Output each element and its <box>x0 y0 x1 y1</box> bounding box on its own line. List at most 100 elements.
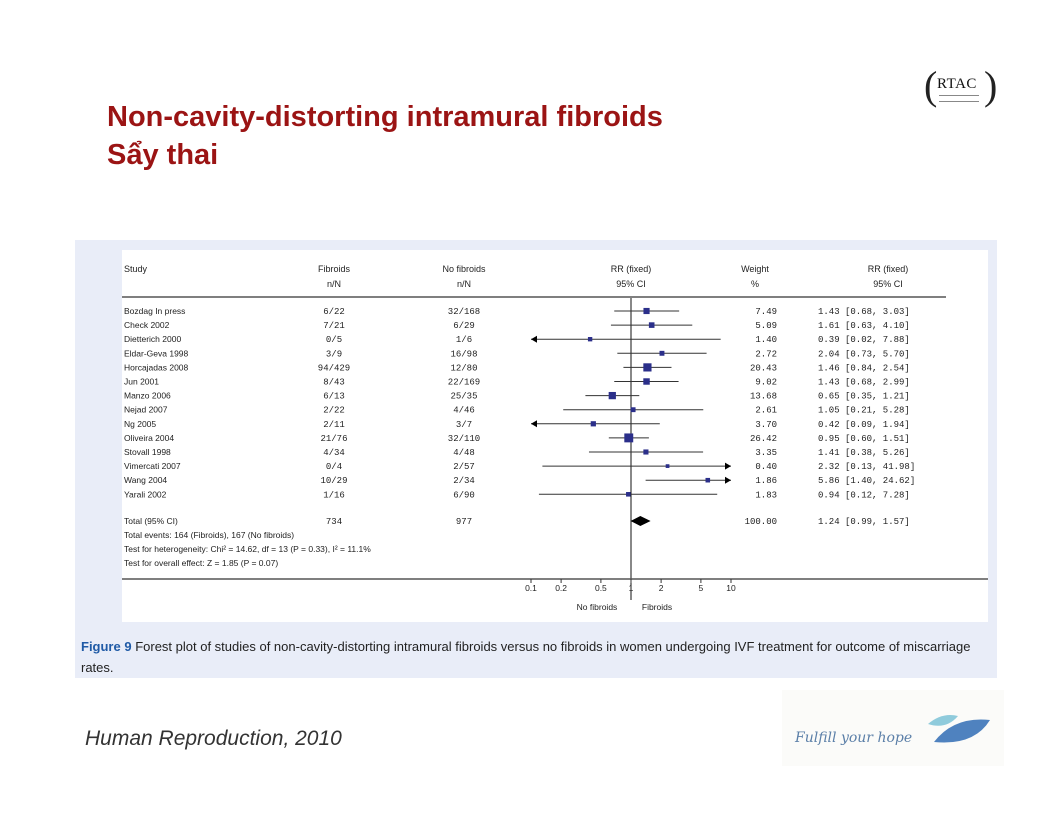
study-weight: 2.61 <box>755 406 777 416</box>
rtac-logo: ( RTAC ) <box>924 63 997 108</box>
study-weight: 9.02 <box>755 378 777 388</box>
footnote: Test for heterogeneity: Chi² = 14.62, df… <box>124 544 371 554</box>
study-weight: 26.42 <box>750 434 777 444</box>
source-citation: Human Reproduction, 2010 <box>85 727 342 750</box>
figure-caption: Figure 9 Forest plot of studies of non-c… <box>81 636 996 678</box>
nofibroids-count: 6/90 <box>453 490 475 500</box>
point-estimate <box>587 337 593 342</box>
study-name: Wang 2004 <box>124 475 167 485</box>
logo-subtext-lines <box>939 95 979 102</box>
fibroids-count: 8/43 <box>323 378 345 388</box>
study-name: Bozdag In press <box>124 306 185 316</box>
fibroids-count: 0/4 <box>326 462 342 472</box>
study-row: Nejad 2007 2/22 4/46 2.61 1.05 [0.21, 5.28] <box>124 405 910 416</box>
study-rr-ci: 2.32 [0.13, 41.98] <box>818 462 915 472</box>
study-name: Stovall 1998 <box>124 447 171 457</box>
nofibroids-count: 16/98 <box>450 349 477 359</box>
point-estimate <box>659 350 665 356</box>
fibroids-count: 21/76 <box>320 434 347 444</box>
nofibroids-count: 25/35 <box>450 392 477 402</box>
study-rr-ci: 1.43 [0.68, 2.99] <box>818 378 910 388</box>
nofibroids-count: 6/29 <box>453 321 475 331</box>
study-weight: 3.70 <box>755 420 777 430</box>
study-row: Jun 2001 8/43 22/169 9.02 1.43 [0.68, 2.99] <box>124 377 910 388</box>
fibroids-count: 6/13 <box>323 392 345 402</box>
x-tick-label: 10 <box>726 583 736 593</box>
study-name: Jun 2001 <box>124 377 159 387</box>
study-rr-ci: 5.86 [1.40, 24.62] <box>818 476 915 486</box>
total-nofibroids: 977 <box>456 517 472 527</box>
favours-right-label: Fibroids <box>642 602 672 612</box>
x-tick-label: 0.1 <box>525 583 537 593</box>
study-name: Ng 2005 <box>124 419 156 429</box>
caption-label: Figure 9 <box>81 639 132 654</box>
favours-left-label: No fibroids <box>577 602 618 612</box>
header-nofibroids: No fibroids <box>442 264 486 274</box>
study-rr-ci: 2.04 [0.73, 5.70] <box>818 349 910 359</box>
study-rr-ci: 0.39 [0.02, 7.88] <box>818 335 910 345</box>
study-name: Oliveira 2004 <box>124 433 174 443</box>
study-name: Yarali 2002 <box>124 489 167 499</box>
study-weight: 5.09 <box>755 321 777 331</box>
slide-title: Non-cavity-distorting intramural fibroid… <box>107 101 663 133</box>
point-estimate <box>643 363 652 372</box>
total-rr-ci: 1.24 [0.99, 1.57] <box>818 517 910 527</box>
study-name: Manzo 2006 <box>124 391 171 401</box>
nofibroids-count: 3/7 <box>456 420 472 430</box>
study-weight: 1.40 <box>755 335 777 345</box>
study-row: Ng 2005 2/11 3/7 3.70 0.42 [0.09, 1.94] <box>124 419 910 430</box>
point-estimate <box>624 433 634 443</box>
nofibroids-count: 12/80 <box>450 363 477 373</box>
header-rr: RR (fixed) <box>611 264 652 274</box>
point-estimate <box>626 492 631 497</box>
study-row: Check 2002 7/21 6/29 5.09 1.61 [0.63, 4.10] <box>124 320 910 331</box>
nofibroids-count: 32/110 <box>448 434 480 444</box>
header-weight-sub: % <box>751 279 759 289</box>
study-weight: 3.35 <box>755 448 777 458</box>
ci-arrow-left <box>531 335 537 343</box>
study-rr-ci: 1.46 [0.84, 2.54] <box>818 363 910 373</box>
x-tick-label: 1 <box>629 583 634 593</box>
study-row: Oliveira 2004 21/76 32/110 26.42 0.95 [0.60,… <box>124 433 910 444</box>
header-nofibroids-sub: n/N <box>457 279 471 289</box>
study-rr-ci: 1.43 [0.68, 3.03] <box>818 307 910 317</box>
study-weight: 1.83 <box>755 490 777 500</box>
fibroids-count: 4/34 <box>323 448 345 458</box>
total-label: Total (95% CI) <box>124 516 178 526</box>
point-estimate <box>705 477 711 483</box>
point-estimate <box>590 421 596 427</box>
brand-logo: Fulfill your hope <box>782 690 1004 766</box>
fibroids-count: 6/22 <box>323 307 345 317</box>
point-estimate <box>630 407 636 413</box>
study-weight: 2.72 <box>755 349 777 359</box>
header-weight: Weight <box>741 264 769 274</box>
study-row: Manzo 2006 6/13 25/35 13.68 0.65 [0.35, 1.21… <box>124 391 910 402</box>
study-rr-ci: 1.05 [0.21, 5.28] <box>818 406 910 416</box>
study-rr-ci: 1.41 [0.38, 5.26] <box>818 448 910 458</box>
slide-subtitle: Sẩy thai <box>107 139 219 171</box>
study-weight: 7.49 <box>755 307 777 317</box>
nofibroids-count: 4/48 <box>453 448 475 458</box>
point-estimate <box>643 307 650 315</box>
point-estimate <box>608 391 616 400</box>
study-weight: 1.86 <box>755 476 777 486</box>
fibroids-count: 1/16 <box>323 490 345 500</box>
study-row: Eldar-Geva 1998 3/9 16/98 2.72 2.04 [0.73, 5… <box>124 348 910 359</box>
study-rr-ci: 0.94 [0.12, 7.28] <box>818 490 910 500</box>
ci-arrow-left <box>531 420 537 428</box>
footnote: Total events: 164 (Fibroids), 167 (No fi… <box>124 530 294 540</box>
header-rr-sub: 95% CI <box>616 279 646 289</box>
header-study: Study <box>124 264 148 274</box>
logo-text: RTAC <box>937 76 977 92</box>
study-rr-ci: 0.95 [0.60, 1.51] <box>818 434 910 444</box>
caption-text: Forest plot of studies of non-cavity-dis… <box>81 639 971 675</box>
study-rr-ci: 0.42 [0.09, 1.94] <box>818 420 910 430</box>
x-tick-label: 0.2 <box>555 583 567 593</box>
point-estimate <box>643 449 649 455</box>
ci-arrow-right <box>725 476 731 484</box>
x-tick-label: 2 <box>659 583 664 593</box>
pooled-diamond <box>630 516 651 526</box>
x-tick-label: 0.5 <box>595 583 607 593</box>
fibroids-count: 3/9 <box>326 349 342 359</box>
